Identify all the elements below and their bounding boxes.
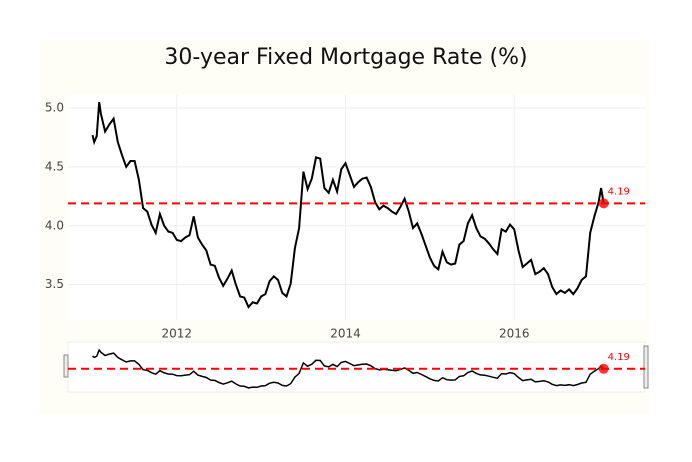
chart-title: 30-year Fixed Mortgage Rate (%) [164,45,527,70]
x-tick-label: 2016 [499,327,530,341]
range-handle-right[interactable] [643,345,649,389]
line [91,101,605,309]
y-tick-label: 5.0 [45,100,64,114]
slider-line [92,348,605,389]
x-tick-label: 2012 [162,327,193,341]
plot-area [68,95,645,320]
range-slider[interactable] [67,341,646,393]
annotation: 4.19 [608,186,630,197]
y-tick-label: 4.5 [45,159,64,173]
range-handle-left[interactable] [63,354,69,378]
last-point [598,198,609,209]
last-point [598,363,609,374]
annotation: 4.19 [608,352,630,363]
y-tick-label: 3.5 [45,277,64,291]
x-tick-label: 2014 [330,327,361,341]
y-tick-label: 4.0 [45,218,64,232]
